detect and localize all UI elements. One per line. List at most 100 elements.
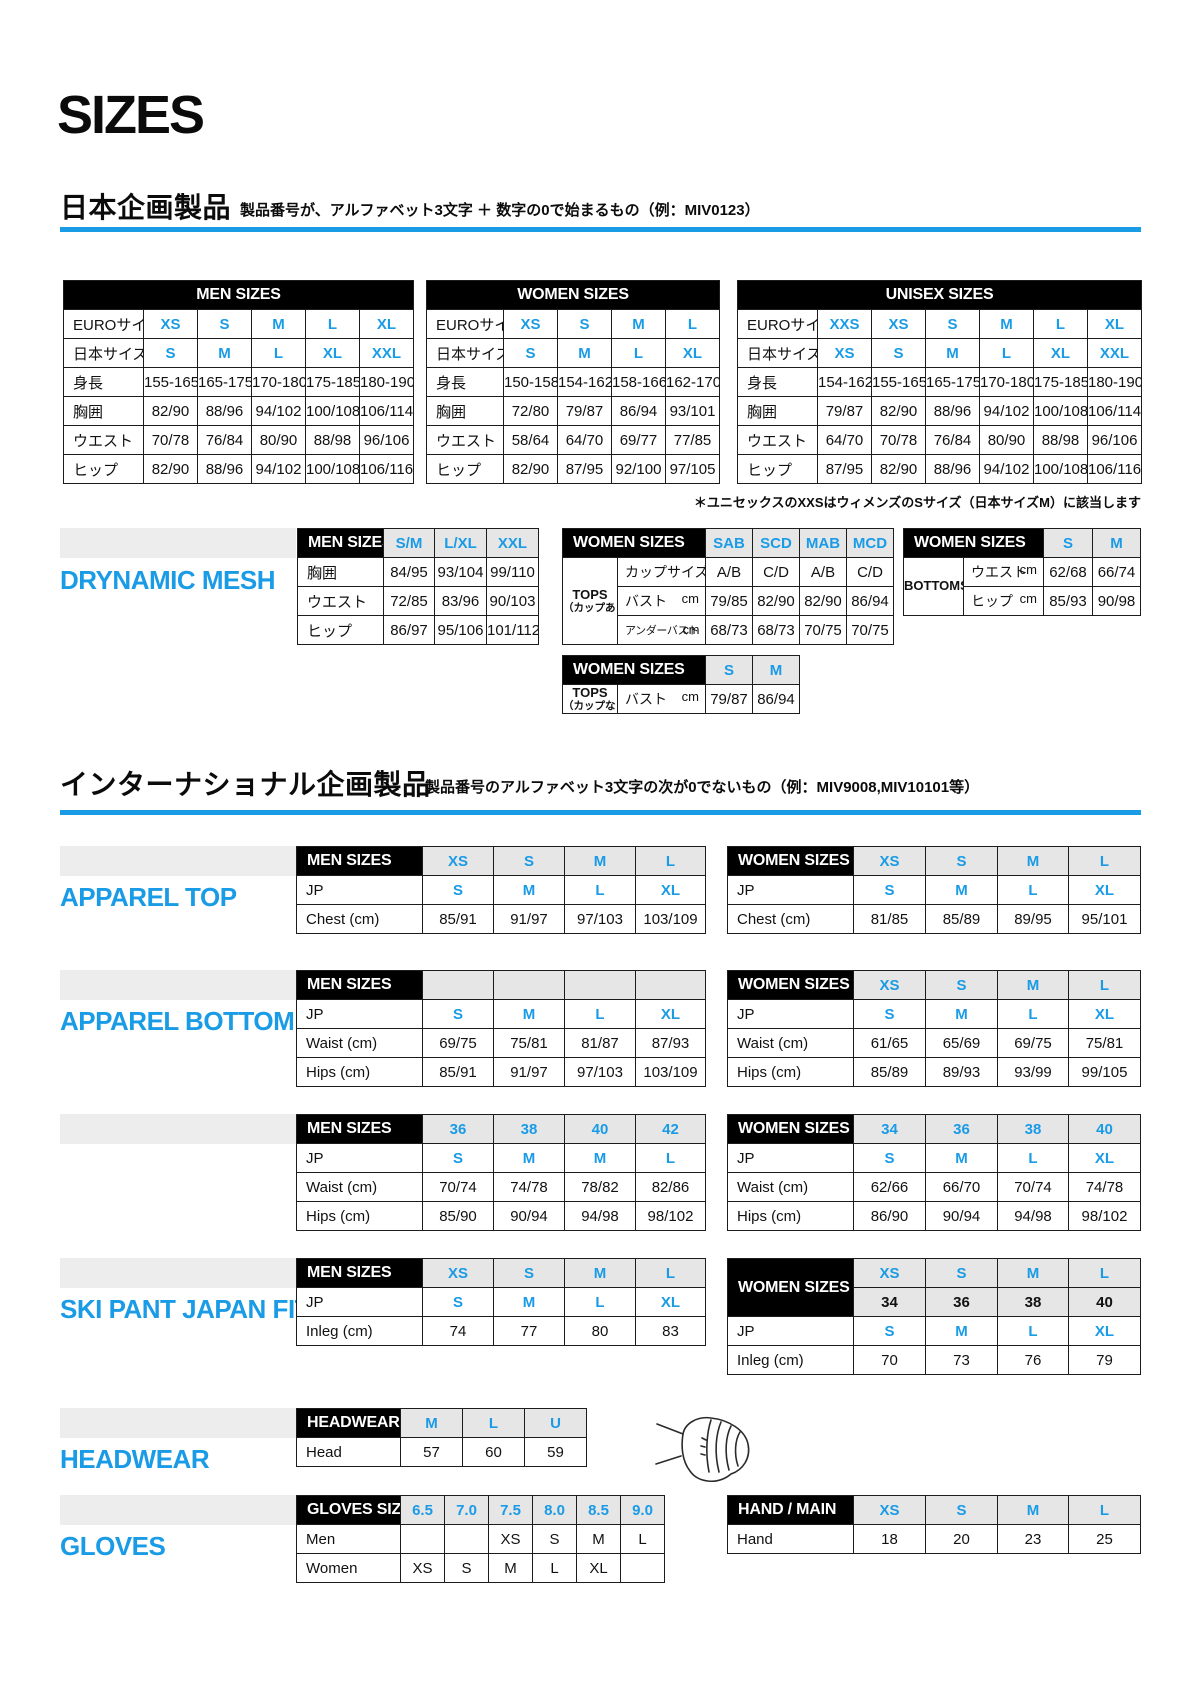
table-title-cell: MEN SIZES <box>296 1114 423 1144</box>
column-header-cell: 38 <box>493 1114 565 1144</box>
value-cell: 74/78 <box>493 1172 565 1202</box>
column-header-cell <box>564 970 636 1000</box>
value-cell: XS <box>871 309 926 339</box>
value-cell: 69/77 <box>611 425 666 455</box>
value-cell: 88/96 <box>197 454 252 484</box>
value-cell: XS <box>400 1553 445 1583</box>
value-cell: 94/102 <box>251 454 306 484</box>
column-header-cell: S/M <box>383 528 435 558</box>
row-label-cell: cm ウエスト <box>963 557 1044 587</box>
value-cell: 154-162 <box>817 367 872 397</box>
column-header-cell: M <box>997 1495 1069 1525</box>
gloves-size-table: GLOVES SIZE6.57.07.58.08.59.0MenXSSMLWom… <box>296 1495 665 1583</box>
column-header-cell: 7.5 <box>488 1495 533 1525</box>
section-title-apparel-bottom: APPAREL BOTTOM <box>60 1006 295 1036</box>
page-title: SIZES <box>57 85 205 145</box>
value-cell: L <box>997 999 1069 1029</box>
value-cell: 98/102 <box>635 1201 706 1231</box>
value-cell: 23 <box>997 1524 1069 1554</box>
apparel-top-women-table: WOMEN SIZES XS S M L JP S M L XL Chest (cm) 81/85 85… <box>727 846 1141 934</box>
value-cell: M <box>557 338 612 368</box>
value-cell: 83/96 <box>434 586 487 616</box>
value-cell: 84/95 <box>383 557 435 587</box>
value-cell: 68/73 <box>705 615 753 645</box>
table-title-cell: WOMEN SIZES <box>562 655 706 685</box>
value-cell: M <box>493 999 565 1029</box>
column-header-cell: XS <box>853 1258 926 1288</box>
column-header-cell: 7.0 <box>444 1495 489 1525</box>
row-label-cell: 胸囲 <box>737 396 818 426</box>
value-cell: 162-170 <box>664 367 721 397</box>
value-cell: 100/108 <box>1033 454 1088 484</box>
value-cell: 85/91 <box>422 904 494 934</box>
value-cell: 155-165 <box>871 367 926 397</box>
apparel-bottom-men-table-1: MEN SIZES JP S M L XL Waist (cm) 69/75 75/81 81/8… <box>296 970 706 1087</box>
value-cell: 79/87 <box>705 684 753 714</box>
value-cell: 62/68 <box>1043 557 1093 587</box>
value-cell: 66/74 <box>1092 557 1141 587</box>
value-cell: 86/94 <box>752 684 800 714</box>
row-label-cell: Hips (cm) <box>296 1201 423 1231</box>
value-cell: 89/93 <box>925 1057 998 1087</box>
value-cell: M <box>925 999 998 1029</box>
column-header-cell: 8.5 <box>576 1495 621 1525</box>
value-cell: 90/94 <box>925 1201 998 1231</box>
section-title-drynamic: DRYNAMIC MESH <box>60 565 275 595</box>
ski-pant-women-table: WOMEN SIZES XS S M L 34 36 38 40 JP S M L XL Inleg (cm… <box>727 1258 1141 1375</box>
row-label-cell: 日本サイズ <box>426 338 504 368</box>
section-band-gloves <box>60 1495 296 1525</box>
hand-main-table: HAND / MAIN XS S M L Hand 18 20 23 25 <box>727 1495 1141 1554</box>
value-cell: S <box>422 875 494 905</box>
value-cell: 59 <box>524 1437 587 1467</box>
table-title-cell: WOMEN SIZES <box>425 280 721 310</box>
table-title-cell: MEN SIZES <box>297 528 384 558</box>
row-label-cell: BOTTOMS <box>903 557 964 616</box>
value-cell: 180-190 <box>358 367 415 397</box>
value-cell: 86/90 <box>853 1201 926 1231</box>
value-cell: M <box>564 1143 636 1173</box>
value-cell: 82/90 <box>871 396 926 426</box>
row-label-cell: ウエスト <box>426 425 504 455</box>
value-cell: 70/75 <box>846 615 894 645</box>
value-cell <box>620 1553 665 1583</box>
value-cell: 60 <box>462 1437 525 1467</box>
value-cell: 100/108 <box>305 454 360 484</box>
section-band-apparel-bottom-2 <box>60 1114 296 1144</box>
value-cell: C/D <box>846 557 894 587</box>
row-label-cell: JP <box>727 1316 854 1346</box>
row-label-cell: EUROサイズ <box>426 309 504 339</box>
section-note-international: 製品番号のアルファベット3文字の次が0でないもの（例：MIV9008,MIV10… <box>425 779 980 796</box>
value-cell: XL <box>635 875 706 905</box>
value-cell: 93/99 <box>997 1057 1069 1087</box>
column-header-cell: SCD <box>752 528 800 558</box>
section-title-headwear: HEADWEAR <box>60 1444 210 1474</box>
value-cell: 92/100 <box>611 454 666 484</box>
women-sizes-table-japan: WOMEN SIZESEUROサイズXSSML日本サイズSMLXL身長150-1… <box>425 280 721 484</box>
column-header-cell: M <box>997 1258 1069 1288</box>
table-title-cell: WOMEN SIZES <box>727 970 854 1000</box>
value-cell: 68/73 <box>752 615 800 645</box>
value-cell: M <box>493 875 565 905</box>
value-cell: 88/96 <box>925 396 980 426</box>
row-label-cell: cm バスト <box>617 684 706 714</box>
value-cell: S <box>532 1524 577 1554</box>
table-title-cell: UNISEX SIZES <box>736 280 1143 310</box>
value-cell: S <box>853 999 926 1029</box>
value-cell: XXS <box>817 309 872 339</box>
value-cell: S <box>853 875 926 905</box>
value-cell: 170-180 <box>251 367 306 397</box>
value-cell: S <box>557 309 612 339</box>
value-cell: 79 <box>1068 1345 1141 1375</box>
apparel-bottom-men-table-2: MEN SIZES 36 38 40 42 JP S M M L Waist (cm) 70/74 74… <box>296 1114 706 1231</box>
table-title-cell: MEN SIZES <box>296 970 423 1000</box>
value-cell: 155-165 <box>143 367 198 397</box>
section-note-japan: 製品番号が、アルファベット3文字 ＋ 数字の0で始まるもの（例：MIV0123） <box>240 202 760 219</box>
value-cell: C/D <box>752 557 800 587</box>
column-header-cell <box>635 970 706 1000</box>
value-cell: L <box>620 1524 665 1554</box>
value-cell: 86/94 <box>846 586 894 616</box>
value-cell: L <box>251 338 306 368</box>
column-header-cell: 36 <box>925 1287 998 1317</box>
table-title-cell: WOMEN SIZES <box>562 528 706 558</box>
